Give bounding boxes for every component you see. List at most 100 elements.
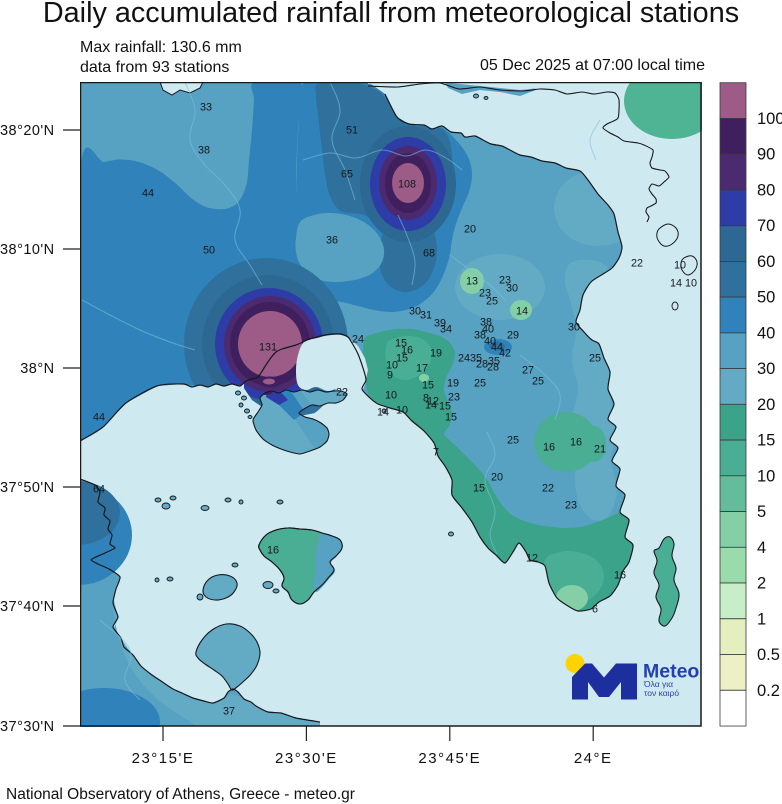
svg-text:14: 14 <box>670 278 682 290</box>
svg-text:44: 44 <box>142 188 154 200</box>
svg-text:40: 40 <box>482 324 494 336</box>
svg-text:16: 16 <box>614 570 626 582</box>
svg-text:13: 13 <box>466 276 478 288</box>
svg-text:30: 30 <box>568 322 580 334</box>
svg-text:30: 30 <box>409 306 421 318</box>
svg-text:29: 29 <box>507 330 519 342</box>
svg-text:24°E: 24°E <box>574 750 613 767</box>
svg-text:25: 25 <box>474 378 486 390</box>
svg-text:36: 36 <box>326 235 338 247</box>
svg-text:38: 38 <box>198 145 210 157</box>
svg-text:10: 10 <box>385 390 397 402</box>
svg-text:28: 28 <box>487 362 499 374</box>
svg-text:15: 15 <box>396 353 408 365</box>
svg-text:80: 80 <box>757 181 775 199</box>
svg-text:6: 6 <box>592 604 598 616</box>
svg-text:35: 35 <box>470 353 482 365</box>
svg-text:38: 38 <box>480 317 492 329</box>
svg-text:64: 64 <box>93 484 105 496</box>
svg-text:20: 20 <box>757 396 775 414</box>
svg-text:23: 23 <box>499 275 511 287</box>
svg-text:0.5: 0.5 <box>757 646 780 664</box>
svg-text:15: 15 <box>757 432 775 450</box>
svg-text:14: 14 <box>377 407 389 419</box>
svg-text:15: 15 <box>439 401 451 413</box>
svg-text:37: 37 <box>223 706 235 718</box>
svg-text:16: 16 <box>570 437 582 449</box>
svg-text:10: 10 <box>757 467 775 485</box>
svg-text:50: 50 <box>757 289 775 307</box>
svg-text:14: 14 <box>516 306 528 318</box>
svg-text:25: 25 <box>486 296 498 308</box>
svg-text:Meteo: Meteo <box>643 661 699 683</box>
svg-text:15: 15 <box>445 412 457 424</box>
svg-text:22: 22 <box>336 387 348 399</box>
svg-text:23: 23 <box>448 392 460 404</box>
svg-text:38°10'N: 38°10'N <box>0 242 54 258</box>
svg-text:108: 108 <box>398 179 416 191</box>
svg-text:33: 33 <box>200 102 212 114</box>
svg-text:17: 17 <box>416 363 428 375</box>
svg-text:30: 30 <box>506 283 518 295</box>
svg-text:30: 30 <box>757 360 775 378</box>
svg-text:21: 21 <box>594 444 606 456</box>
svg-text:23: 23 <box>565 500 577 512</box>
svg-text:25: 25 <box>532 376 544 388</box>
svg-text:37°40'N: 37°40'N <box>0 599 54 615</box>
svg-text:19: 19 <box>447 378 459 390</box>
svg-text:15: 15 <box>422 380 434 392</box>
svg-text:20: 20 <box>491 472 503 484</box>
svg-text:20: 20 <box>464 224 476 236</box>
svg-text:27: 27 <box>522 365 534 377</box>
svg-text:44: 44 <box>93 412 105 424</box>
svg-text:44: 44 <box>491 342 503 354</box>
svg-text:100: 100 <box>757 110 782 128</box>
svg-text:51: 51 <box>346 125 358 137</box>
svg-text:24: 24 <box>458 353 470 365</box>
svg-text:19: 19 <box>430 348 442 360</box>
svg-text:15: 15 <box>473 483 485 495</box>
svg-text:10: 10 <box>386 360 398 372</box>
svg-text:38°20'N: 38°20'N <box>0 123 54 139</box>
svg-text:12: 12 <box>427 396 439 408</box>
svg-text:8: 8 <box>423 393 429 405</box>
svg-text:131: 131 <box>259 342 277 354</box>
svg-text:4: 4 <box>757 539 766 557</box>
svg-text:9: 9 <box>387 370 393 382</box>
svg-text:7: 7 <box>433 447 439 459</box>
svg-text:90: 90 <box>757 146 775 164</box>
svg-text:10: 10 <box>674 260 686 272</box>
svg-text:5: 5 <box>757 503 766 521</box>
svg-text:0.2: 0.2 <box>757 682 780 700</box>
svg-text:15: 15 <box>395 338 407 350</box>
svg-text:34: 34 <box>440 324 452 336</box>
svg-text:23°30'E: 23°30'E <box>275 750 338 767</box>
svg-text:1: 1 <box>757 610 766 628</box>
svg-text:70: 70 <box>757 217 775 235</box>
svg-text:25: 25 <box>507 435 519 447</box>
svg-text:25: 25 <box>589 353 601 365</box>
svg-text:50: 50 <box>203 245 215 257</box>
svg-text:39: 39 <box>434 318 446 330</box>
svg-text:24: 24 <box>352 334 364 346</box>
svg-text:31: 31 <box>420 310 432 322</box>
svg-text:16: 16 <box>267 545 279 557</box>
svg-text:10: 10 <box>685 278 697 290</box>
svg-text:23°15'E: 23°15'E <box>132 750 195 767</box>
svg-text:40: 40 <box>757 324 775 342</box>
svg-text:22: 22 <box>542 483 554 495</box>
svg-text:16: 16 <box>543 442 555 454</box>
svg-text:12: 12 <box>526 553 538 565</box>
svg-text:16: 16 <box>401 345 413 357</box>
svg-text:35: 35 <box>488 356 500 368</box>
svg-text:38°N: 38°N <box>20 361 54 377</box>
svg-text:23: 23 <box>479 288 491 300</box>
svg-text:37°50'N: 37°50'N <box>0 480 54 496</box>
svg-text:23°45'E: 23°45'E <box>418 750 481 767</box>
svg-text:68: 68 <box>423 248 435 260</box>
svg-text:2: 2 <box>757 575 766 593</box>
svg-text:22: 22 <box>631 258 643 270</box>
svg-text:10: 10 <box>396 405 408 417</box>
svg-text:28: 28 <box>476 359 488 371</box>
svg-text:τον καιρό: τον καιρό <box>644 688 679 698</box>
